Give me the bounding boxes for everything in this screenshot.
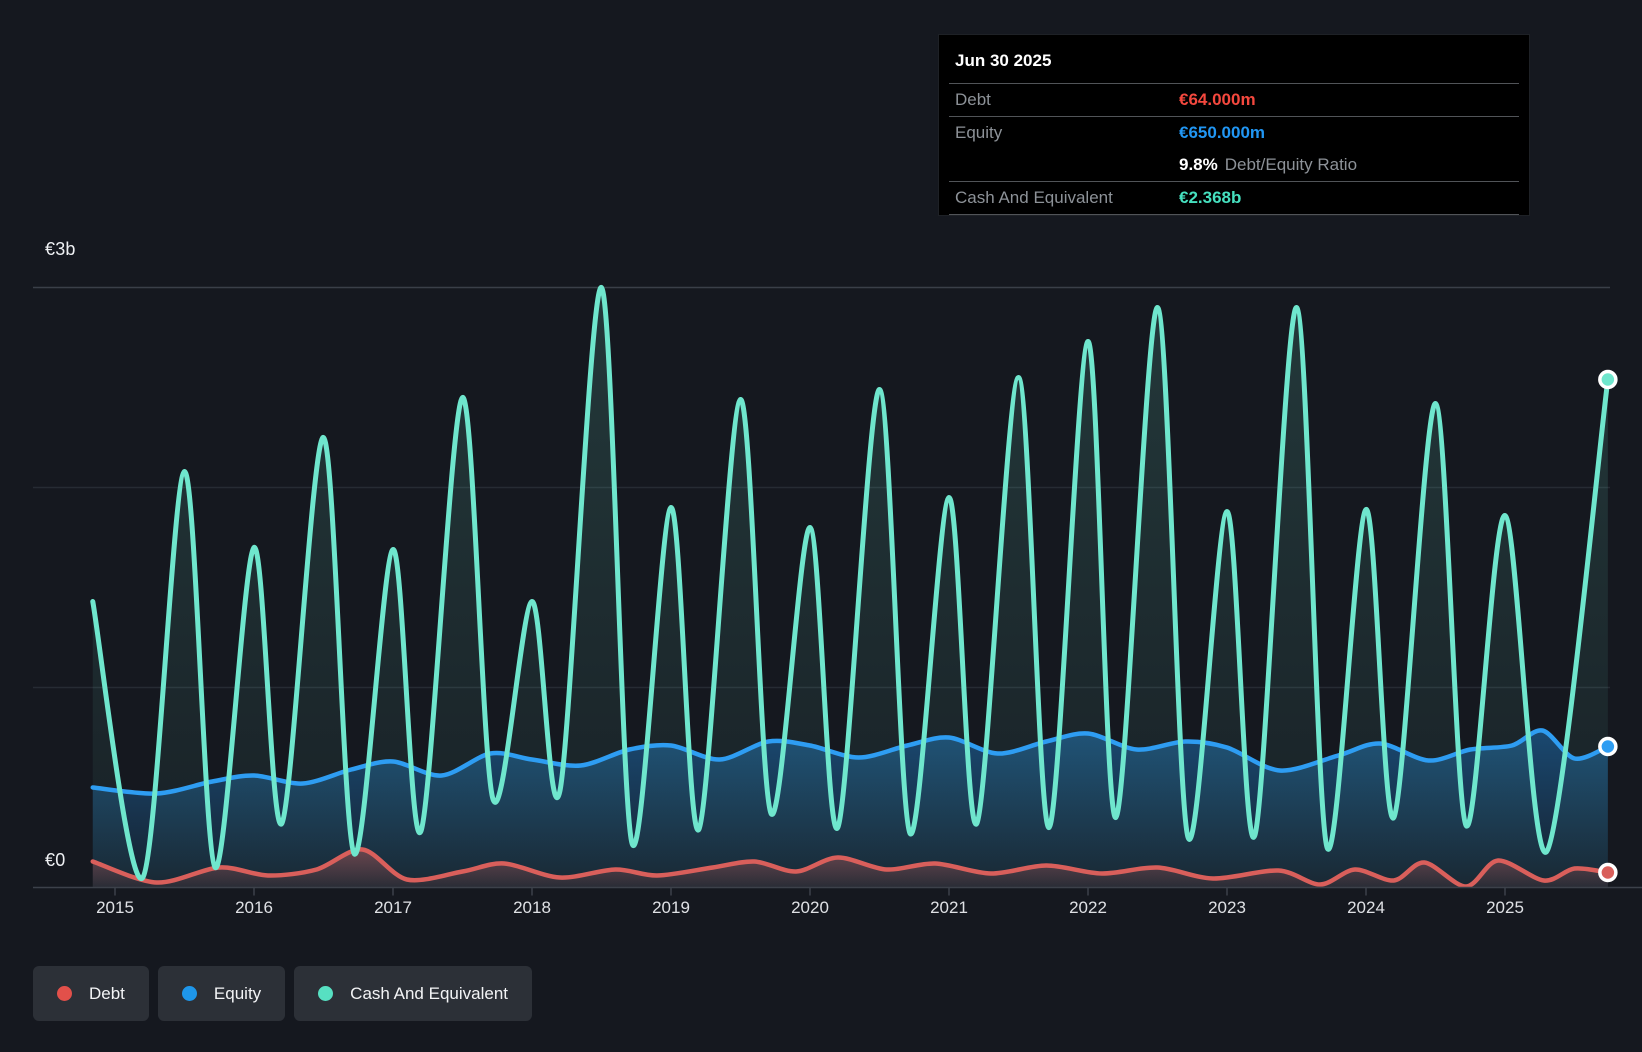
y-axis-label-0: €0 (45, 850, 66, 870)
debt-line (90, 847, 1611, 888)
tooltip-equity-value: €650.000m (1179, 123, 1266, 142)
debt-series-dot-icon (57, 986, 72, 1001)
cash-series-dot-icon (318, 986, 334, 1001)
tooltip-ratio-label: Debt/Equity Ratio (1224, 155, 1358, 174)
equity-latest-value-dot[interactable] (1598, 736, 1618, 757)
legend-debt-label: Debt (89, 983, 125, 1003)
legend-item-equity[interactable]: Equity (157, 966, 286, 1021)
tooltip-cash-label: Cash And Equivalent (955, 188, 1113, 207)
tooltip-cash-value: €2.368b (1179, 188, 1242, 207)
legend-item-cash[interactable]: Cash And Equivalent (294, 966, 533, 1021)
x-axis-label-2018: 2018 (513, 898, 551, 917)
tooltip-row-equity: Equity €650.000m (949, 117, 1519, 149)
tooltip-row-ratio: 9.8% Debt/Equity Ratio (949, 149, 1519, 182)
x-axis-label-2024: 2024 (1347, 898, 1385, 917)
x-axis-label-2020: 2020 (791, 898, 829, 917)
x-axis-label-2017: 2017 (374, 898, 412, 917)
legend-cash-label: Cash And Equivalent (350, 983, 509, 1003)
tooltip-ratio-value: 9.8% (1179, 155, 1218, 174)
chart-legend: Debt Equity Cash And Equivalent (33, 966, 533, 1021)
legend-equity-label: Equity (213, 983, 262, 1003)
equity-series-dot-icon (181, 986, 197, 1001)
x-axis-label-2021: 2021 (930, 898, 968, 917)
cash-latest-value-dot[interactable] (1598, 369, 1618, 390)
tooltip-debt-label: Debt (955, 90, 991, 109)
debt-latest-value-dot[interactable] (1598, 862, 1618, 883)
tooltip-debt-value: €64.000m (1179, 90, 1256, 109)
cash-area (92, 287, 1608, 888)
x-axis-label-2019: 2019 (652, 898, 690, 917)
plot-area[interactable] (90, 284, 1611, 888)
tooltip-row-cash: Cash And Equivalent €2.368b (949, 182, 1519, 215)
cash-line (90, 284, 1611, 881)
legend-item-debt[interactable]: Debt (33, 966, 149, 1021)
x-axis-label-2016: 2016 (235, 898, 273, 917)
tooltip-equity-label: Equity (955, 123, 1003, 142)
x-axis-label-2023: 2023 (1208, 898, 1246, 917)
x-axis-label-2022: 2022 (1069, 898, 1107, 917)
tooltip-date: Jun 30 2025 (949, 45, 1519, 84)
y-axis-label-3b: €3b (45, 239, 76, 259)
tooltip-row-debt: Debt €64.000m (949, 84, 1519, 117)
chart-tooltip: Jun 30 2025 Debt €64.000m Equity €650.00… (938, 34, 1530, 216)
x-axis-label-2015: 2015 (96, 898, 134, 917)
x-axis-label-2025: 2025 (1486, 898, 1524, 917)
